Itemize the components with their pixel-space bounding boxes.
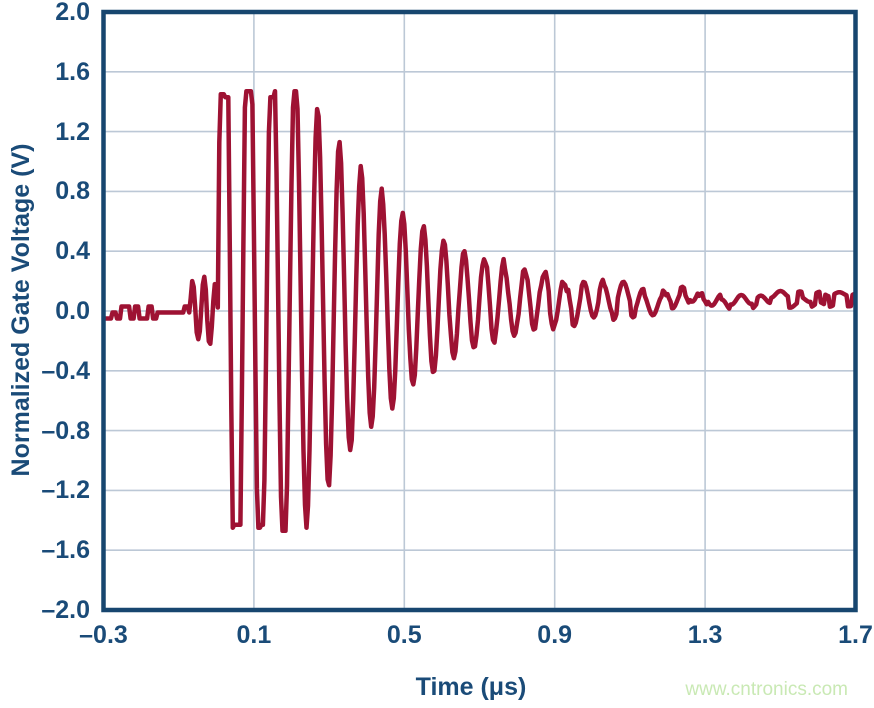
y-tick-label: 1.2 [55,117,90,146]
y-tick-label: –1.6 [41,536,90,565]
y-tick-label: –0.4 [41,356,90,385]
x-tick-label: 1.7 [838,621,873,649]
y-tick-label: 2.0 [55,0,90,26]
y-tick-label: 0.0 [55,297,90,325]
x-tick-label: 0.1 [236,621,272,649]
y-tick-label: –0.8 [41,416,90,445]
y-tick-label: 0.4 [55,237,90,266]
y-tick-label: 0.8 [55,177,90,206]
x-tick-label: 1.3 [687,621,723,649]
y-tick-label: –2.0 [41,596,90,624]
y-tick-label: 1.6 [55,57,90,86]
x-tick-label: 0.9 [537,621,573,649]
waveform-trace [102,88,857,534]
y-axis-title: Normalized Gate Voltage (V) [7,143,35,477]
watermark-text: www.cntronics.com [685,679,848,700]
x-axis-title: Time (μs) [415,673,527,701]
y-tick-label: –1.2 [41,476,90,505]
x-tick-label: –0.3 [79,621,128,649]
x-tick-label: 0.5 [386,621,422,649]
plot-frame [101,9,858,613]
